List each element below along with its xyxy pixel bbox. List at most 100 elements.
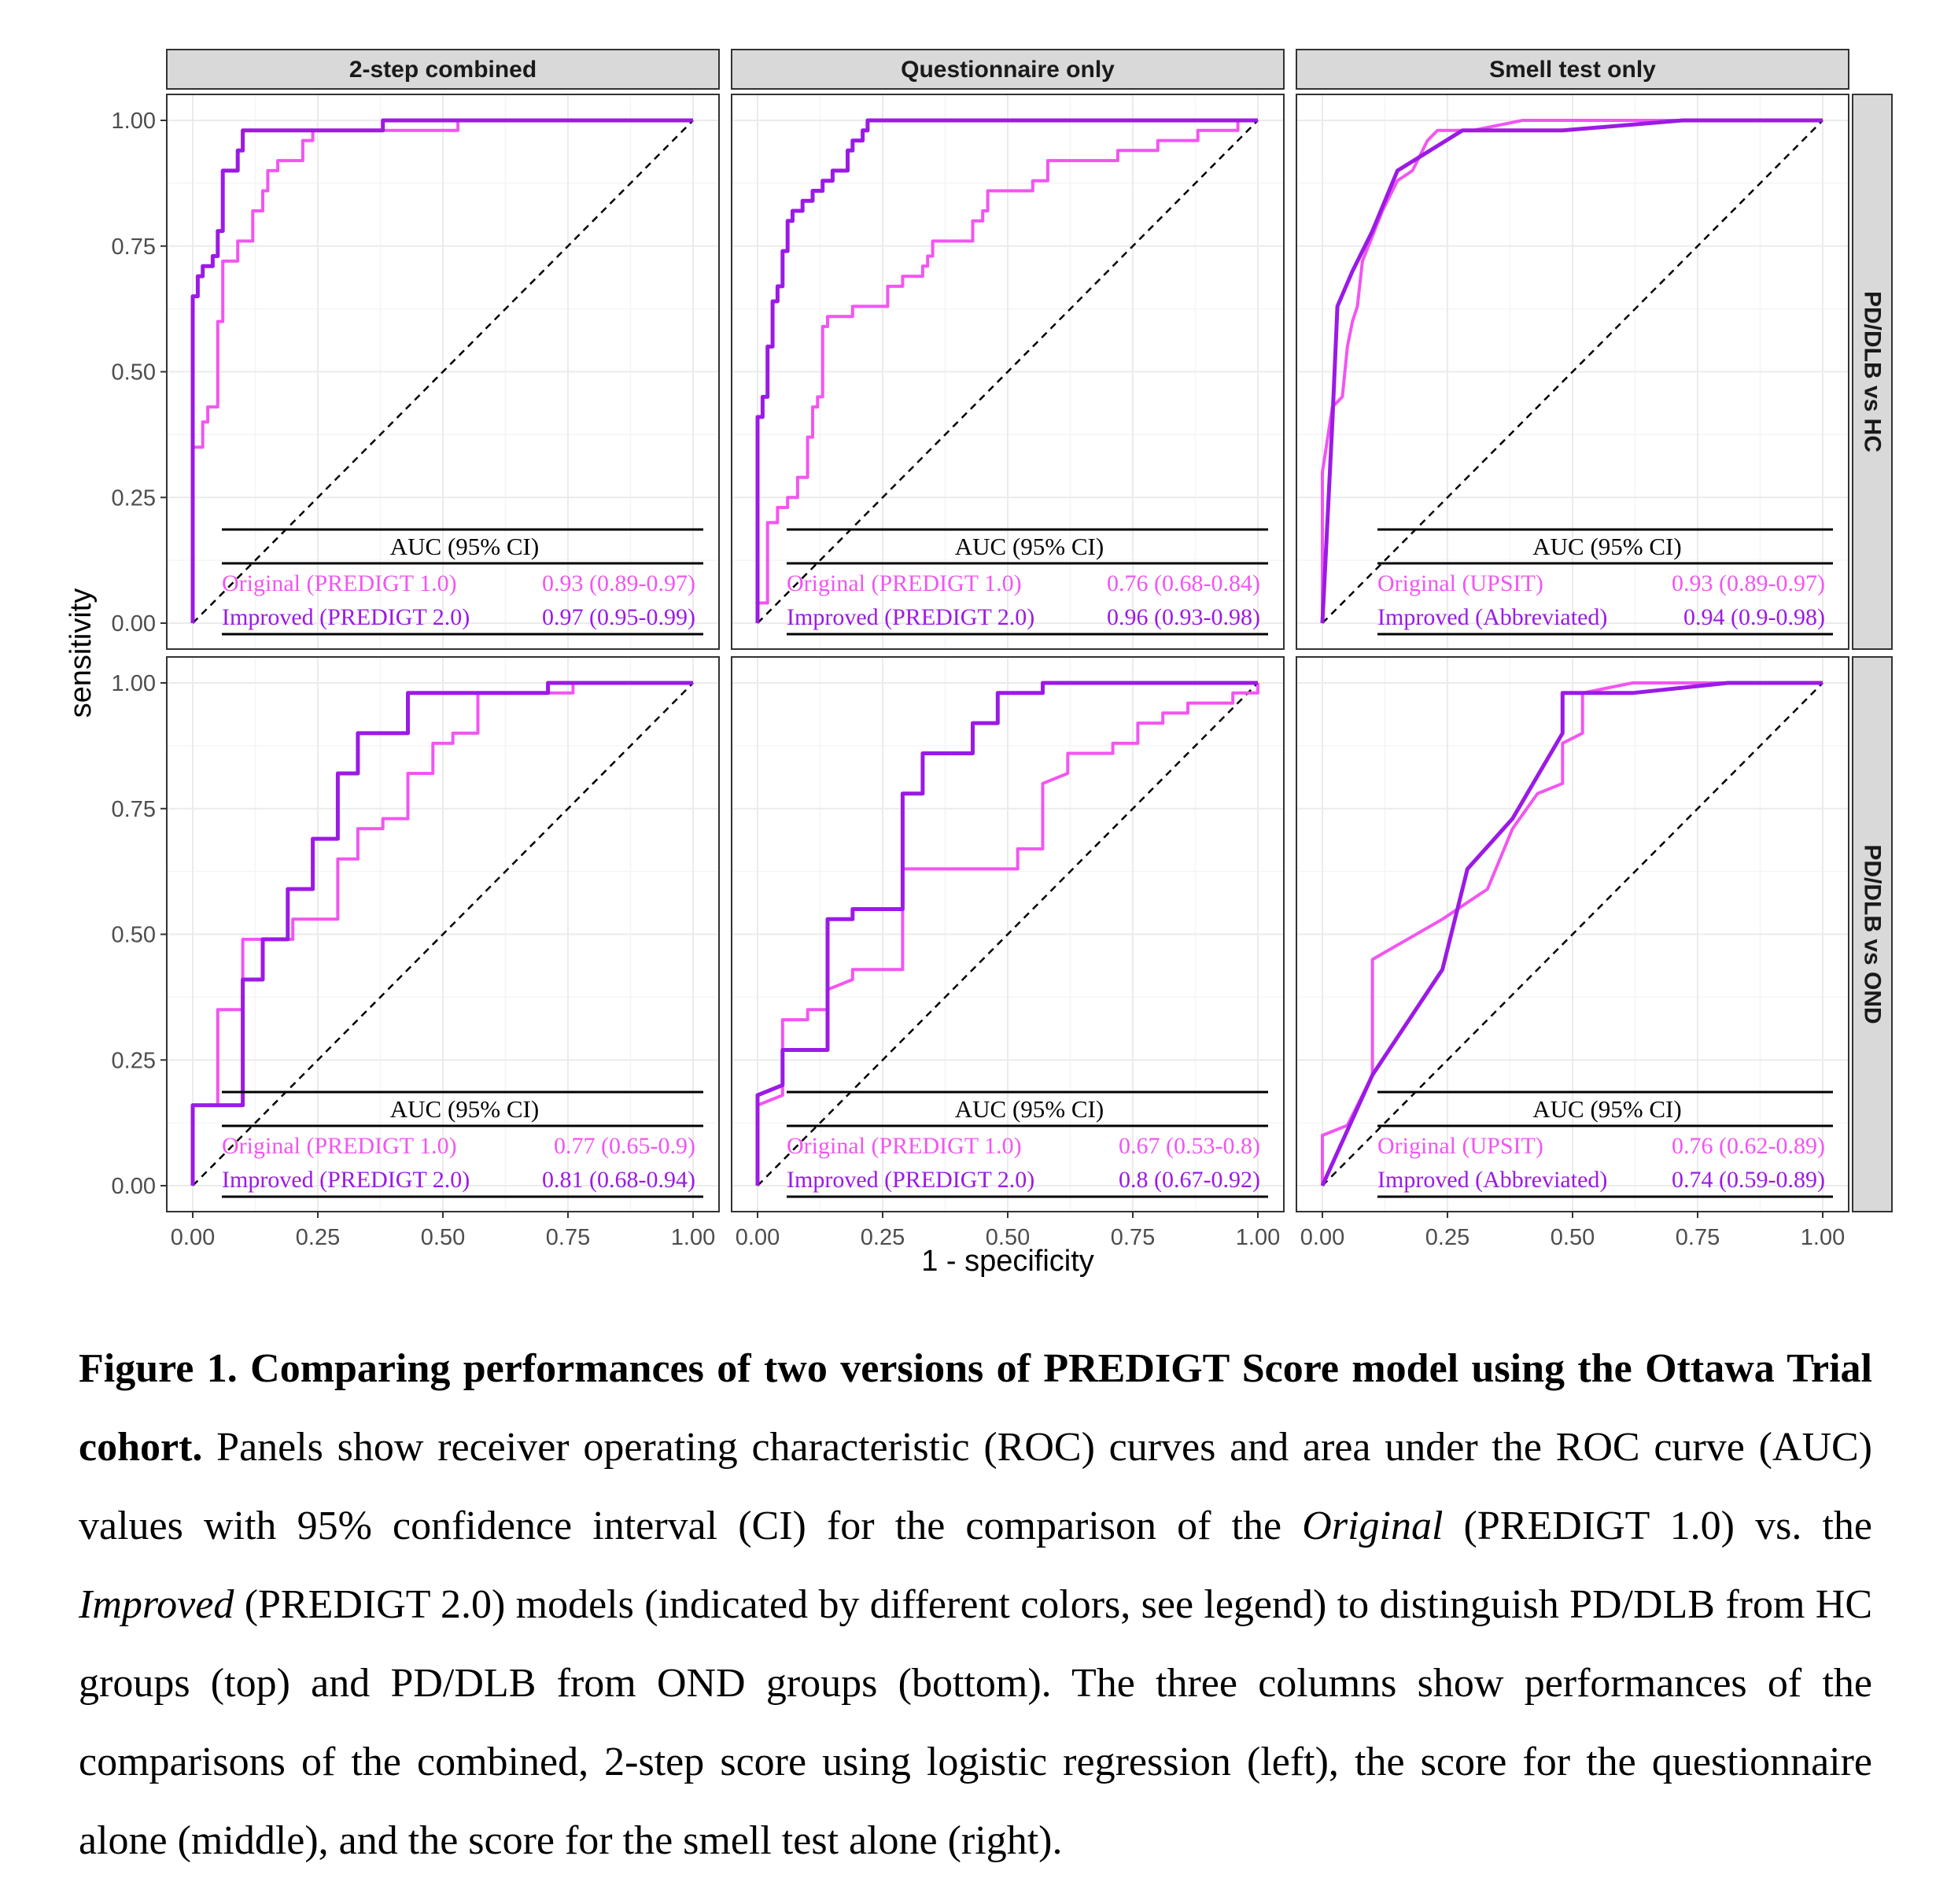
caption-italic-original: Original [1302,1504,1444,1548]
auc-row-value-improved: 0.97 (0.95-0.99) [542,604,695,630]
x-tick-label: 0.00 [171,1225,215,1250]
caption-title: Figure 1. Comparing performances of two … [79,1346,1872,1470]
roc-curve-original [756,683,1259,1186]
facet-strip-row-1 [1852,656,1893,1212]
x-tick-label: 0.25 [1425,1225,1469,1250]
x-tick-label: 0.50 [986,1225,1030,1250]
figure-caption: Figure 1. Comparing performances of two … [79,1330,1872,1880]
auc-row-value-original: 0.93 (0.89-0.97) [1672,570,1825,596]
auc-row-name-improved: Improved (PREDIGT 2.0) [787,1167,1034,1193]
caption-italic-improved: Improved [79,1582,234,1627]
reference-diagonal [192,120,694,624]
x-axis-title: 1 - specificity [921,1245,1094,1278]
x-tick-label: 1.00 [1801,1225,1845,1250]
y-tick-label: 1.00 [112,109,156,134]
panel-border [1296,94,1849,650]
auc-row-value-original: 0.93 (0.89-0.97) [542,570,695,596]
auc-row-name-original: Original (UPSIT) [1377,1133,1543,1159]
roc-curve-improved [755,118,1258,623]
auc-table-header: AUC (95% CI) [390,533,539,560]
auc-row-name-improved: Improved (PREDIGT 2.0) [787,604,1034,630]
y-tick-label: 0.75 [112,234,156,260]
auc-row-value-original: 0.67 (0.53-0.8) [1119,1133,1260,1159]
facet-label-col-0: 2-step combined [349,57,537,83]
y-tick-label: 0.25 [112,1048,156,1073]
roc-curve-improved [190,118,693,623]
y-axis-title: sensitivity [65,589,98,718]
x-tick-label: 0.75 [1676,1225,1720,1250]
y-tick-label: 0.00 [112,1174,156,1199]
auc-row-name-original: Original (PREDIGT 1.0) [222,1133,457,1159]
y-tick-label: 0.50 [112,923,156,948]
y-tick-label: 0.75 [112,797,156,822]
y-tick-label: 0.00 [112,611,156,637]
roc-curve-original [1321,119,1823,623]
panel-border [166,656,720,1212]
roc-curve-improved [1320,681,1823,1187]
facet-strip-col-0 [166,49,720,90]
panel-0-1: AUC (95% CI) Original (PREDIGT 1.0) 0.76 (… [731,94,1285,650]
reference-diagonal [757,120,1259,624]
x-tick-label: 1.00 [1236,1225,1280,1250]
roc-curve-original [756,119,1258,623]
panel-border [731,656,1285,1212]
panel-0-0: 0.00 0.25 0.50 0.75 1.00 AUC (95% CI) Original… [112,94,720,650]
auc-row-name-original: Original (PREDIGT 1.0) [787,570,1022,596]
auc-row-value-improved: 0.81 (0.68-0.94) [542,1167,695,1193]
x-tick-label: 0.50 [421,1225,465,1250]
reference-diagonal [757,682,1259,1186]
x-tick-label: 0.25 [296,1225,340,1250]
facet-strip-col-2 [1296,49,1849,90]
facet-label-col-1: Questionnaire only [901,57,1115,83]
x-tick-label: 0.50 [1551,1225,1595,1250]
x-tick-label: 1.00 [671,1225,715,1250]
roc-curve-improved [190,681,693,1186]
facet-label-row-0: PD/DLB vs HC [1860,291,1886,452]
panel-border [166,94,720,650]
reference-diagonal [1322,682,1823,1186]
x-tick-label: 0.25 [861,1225,905,1250]
auc-table-header: AUC (95% CI) [955,533,1104,560]
auc-table-header: AUC (95% CI) [1532,1095,1681,1123]
panel-1-0: 0.00 0.25 0.50 0.75 1.00 0.00 0.25 0.50 0.75 1.00… [112,656,720,1250]
auc-row-name-improved: Improved (Abbreviated) [1377,1167,1607,1193]
panel-0-2: AUC (95% CI) Original (UPSIT) 0.93 (0.89-0… [1296,94,1849,650]
panel-border [1296,656,1849,1212]
panel-1-1: 0.00 0.25 0.50 0.75 1.00 AUC (95% CI) Original… [731,656,1285,1250]
facet-strip-col-1 [731,49,1285,90]
auc-row-name-original: Original (PREDIGT 1.0) [787,1133,1022,1159]
roc-curve-improved [755,681,1258,1186]
y-tick-label: 0.50 [112,360,156,386]
auc-row-value-improved: 0.94 (0.9-0.98) [1683,604,1825,630]
auc-table-header: AUC (95% CI) [1532,533,1681,560]
auc-row-name-improved: Improved (PREDIGT 2.0) [222,1167,470,1193]
x-tick-label: 0.75 [546,1225,590,1250]
panel-1-2: 0.00 0.25 0.50 0.75 1.00 AUC (95% CI) Original… [1296,656,1849,1250]
roc-figure: 2-step combined Questionnaire only Smell t… [65,49,1893,1278]
reference-diagonal [1322,120,1823,624]
auc-row-name-original: Original (PREDIGT 1.0) [222,570,457,596]
auc-row-value-original: 0.77 (0.65-0.9) [554,1133,695,1159]
facet-label-row-1: PD/DLB vs OND [1860,844,1886,1024]
x-tick-label: 0.00 [1300,1225,1344,1250]
auc-row-value-improved: 0.74 (0.59-0.89) [1672,1167,1825,1193]
roc-curve-original [191,119,693,623]
auc-table-header: AUC (95% CI) [955,1095,1104,1123]
facet-label-col-2: Smell test only [1489,57,1656,83]
auc-row-value-improved: 0.8 (0.67-0.92) [1119,1167,1260,1193]
x-tick-label: 0.00 [736,1225,780,1250]
roc-curve-improved [1320,118,1823,624]
panel-border [731,94,1285,650]
y-tick-label: 0.25 [112,485,156,511]
caption-text-3: (PREDIGT 2.0) models (indicated by diffe… [79,1582,1872,1863]
auc-table-header: AUC (95% CI) [390,1095,539,1123]
y-tick-label: 1.00 [112,671,156,696]
auc-row-name-improved: Improved (PREDIGT 2.0) [222,604,470,630]
facet-strip-row-0 [1852,94,1893,650]
reference-diagonal [192,682,694,1186]
auc-row-value-original: 0.76 (0.68-0.84) [1107,570,1260,596]
caption-text-2: (PREDIGT 1.0) vs. the [1443,1504,1872,1548]
caption-text-1: Panels show receiver operating character… [79,1425,1872,1548]
auc-row-value-original: 0.76 (0.62-0.89) [1672,1133,1825,1159]
auc-row-value-improved: 0.96 (0.93-0.98) [1107,604,1260,630]
